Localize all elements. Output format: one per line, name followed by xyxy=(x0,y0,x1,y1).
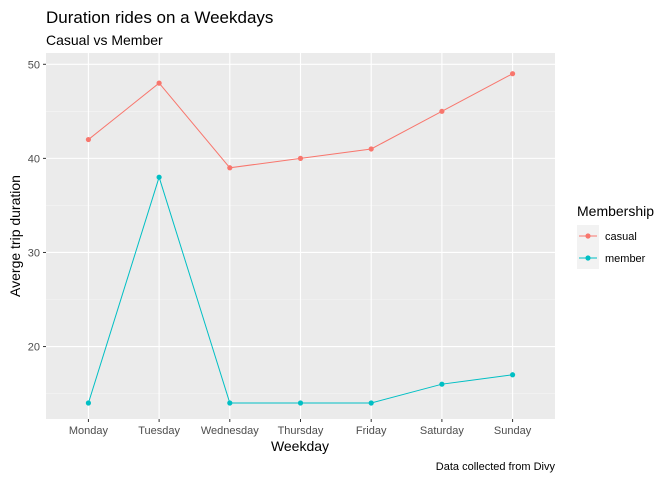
data-point-member xyxy=(156,174,162,180)
y-tick-labels: 20 30 40 50 xyxy=(28,59,40,353)
legend-point-casual xyxy=(585,233,591,239)
grid-major xyxy=(46,53,555,419)
data-point-casual xyxy=(297,155,304,161)
series-layer xyxy=(85,71,516,406)
data-point-casual xyxy=(509,71,516,77)
x-tick-label: Monday xyxy=(69,425,109,437)
data-point-casual xyxy=(368,146,374,152)
x-tick-labels: Monday Tuesday Wednesday Thursday Friday Satu… xyxy=(69,425,532,437)
x-tick-label: Sunday xyxy=(494,425,532,437)
legend: Membership casual member xyxy=(577,203,654,269)
y-tick-label: 50 xyxy=(28,59,40,71)
data-point-casual xyxy=(156,80,162,86)
data-point-member xyxy=(439,381,445,387)
data-point-member xyxy=(368,400,374,406)
chart-caption: Data collected from Divy xyxy=(436,461,556,473)
x-tick-label: Saturday xyxy=(420,425,465,437)
y-tick-label: 30 xyxy=(28,247,40,259)
data-point-member xyxy=(227,400,233,406)
legend-label-member: member xyxy=(605,253,646,265)
data-point-member xyxy=(509,372,516,378)
x-tick-label: Wednesday xyxy=(201,425,259,437)
data-point-casual xyxy=(85,136,92,143)
data-point-member xyxy=(297,400,304,406)
x-tick-label: Tuesday xyxy=(138,425,180,437)
x-tick-label: Thursday xyxy=(278,425,324,437)
data-point-casual xyxy=(439,108,445,114)
data-point-casual xyxy=(227,165,233,171)
axis-ticks xyxy=(43,63,514,422)
data-point-member xyxy=(85,400,92,406)
legend-label-casual: casual xyxy=(605,231,637,243)
legend-point-member xyxy=(585,255,591,261)
chart-title: Duration rides on a Weekdays xyxy=(46,8,273,27)
chart-subtitle: Casual vs Member xyxy=(46,32,163,48)
x-tick-label: Friday xyxy=(356,425,387,437)
legend-items: casual member xyxy=(577,225,646,269)
x-axis-title: Weekday xyxy=(271,438,329,454)
legend-title: Membership xyxy=(577,203,654,219)
y-tick-label: 20 xyxy=(28,342,40,354)
y-axis-title: Averge trip duration xyxy=(7,175,23,297)
y-tick-label: 40 xyxy=(28,153,40,165)
